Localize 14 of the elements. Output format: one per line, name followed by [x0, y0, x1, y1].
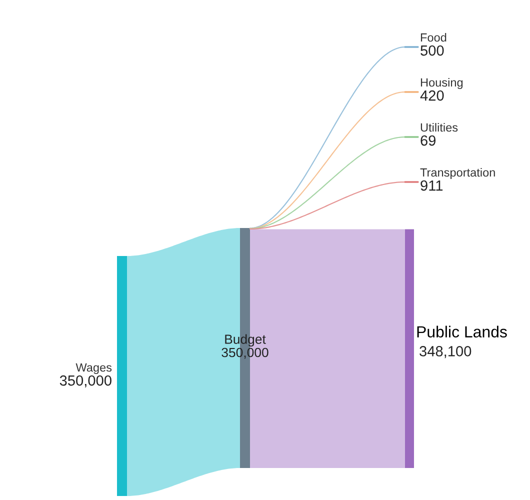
data-label: 500 — [420, 45, 444, 56]
category-label: Food — [420, 32, 446, 42]
category-label: Transportation — [420, 168, 495, 179]
category-label: Housing — [420, 78, 463, 89]
data-label: 911 — [420, 180, 443, 191]
category-label: Budget — [225, 334, 266, 347]
category-label: Utilities — [420, 122, 458, 132]
data-label: 350,000 — [60, 375, 112, 388]
category-label: Public Lands — [417, 326, 507, 338]
data-label: 348,100 — [420, 346, 472, 358]
data-label: 420 — [420, 90, 444, 101]
data-label: 69 — [420, 135, 436, 146]
data-label: 350,000 — [222, 348, 268, 359]
category-label: Wages — [76, 363, 112, 374]
